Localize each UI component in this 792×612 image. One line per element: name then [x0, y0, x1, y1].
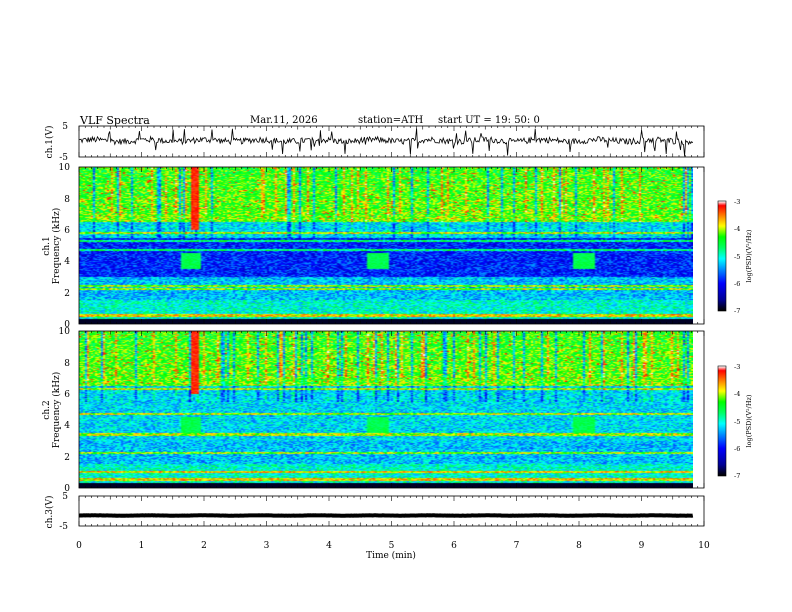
ch1-colorbar-tick: -3: [734, 198, 740, 206]
x-tick-label: 9: [639, 541, 645, 551]
ch2-colorbar-tick: -6: [734, 445, 740, 453]
ch1-frequency-ylabel: Frequency (kHz): [51, 208, 62, 285]
ch1-voltage-ylabel: ch.1(V): [44, 126, 55, 159]
ch2-colorbar-tick: -4: [734, 390, 740, 398]
ch2-colorbar-tick: -3: [734, 363, 740, 371]
ch1-spectrogram-image: [79, 167, 693, 324]
x-tick-label: 6: [451, 541, 457, 551]
ch1-spectrogram-ticks: [78, 167, 705, 324]
figure-title: VLF Spectra: [79, 114, 150, 127]
x-tick-label: 7: [514, 541, 520, 551]
ch2-spectrogram-image: [79, 331, 693, 488]
ch2-freq-tick-0: 0: [64, 484, 70, 494]
ch1-ytick-bottom: -5: [59, 153, 68, 163]
ch1-freq-tick-0: 0: [64, 320, 70, 330]
ch3-voltage-ticks: [78, 496, 705, 526]
ch2-colorbar-tick: -7: [734, 472, 740, 480]
ch2-colorbar: [718, 366, 726, 476]
ch1-ytick-top: 5: [62, 122, 68, 132]
date-label: Mar.11, 2026: [250, 115, 318, 126]
ch3-voltage-panel: 5 -5 ch.3(V): [44, 492, 705, 532]
ch1-voltage-panel: 5 -5 ch.1(V): [44, 122, 705, 163]
ch2-freq-tick-2: 2: [64, 453, 70, 463]
ch1-colorbar-tick: -5: [734, 253, 740, 261]
ch1-spectrogram-ylabel: ch.1: [42, 236, 52, 255]
ch2-colorbar-label: log(PSD)(V²/Hz): [745, 394, 753, 447]
x-tick-label: 1: [139, 541, 145, 551]
ch2-spectrogram-ticks: [78, 331, 705, 488]
ch3-ytick-top: 5: [62, 492, 68, 502]
ch2-spectrogram-panel: 0 2 4 6 8 10 ch.2 Frequency (kHz) -3 -4 …: [42, 327, 753, 494]
x-tick-label: 8: [576, 541, 582, 551]
ch1-colorbar-frame: [717, 200, 727, 312]
ch1-freq-tick-4: 4: [64, 257, 70, 267]
station-label: station=ATH: [358, 115, 424, 126]
x-axis: 0 1 2 3 4 5 6 7 8 9 10 Time (min): [76, 541, 710, 561]
ch2-colorbar-frame: [717, 365, 727, 477]
ch1-colorbar-tick: -6: [734, 280, 740, 288]
x-tick-label: 5: [389, 541, 395, 551]
ch1-freq-tick-8: 8: [64, 195, 70, 205]
ch1-freq-tick-10: 10: [59, 163, 71, 173]
x-tick-label: 2: [201, 541, 207, 551]
ch1-freq-tick-6: 6: [64, 226, 70, 236]
ch1-colorbar: [718, 201, 726, 311]
ch1-freq-tick-2: 2: [64, 289, 70, 299]
x-tick-label: 3: [264, 541, 270, 551]
x-axis-label: Time (min): [366, 550, 416, 561]
x-tick-label: 4: [326, 541, 332, 551]
x-tick-label: 10: [698, 541, 710, 551]
ch2-freq-tick-6: 6: [64, 390, 70, 400]
ch1-spectrogram-panel: 0 2 4 6 8 10 ch.1 Frequency (kHz) -3 -4 …: [42, 163, 753, 330]
ch2-freq-tick-10: 10: [59, 327, 71, 337]
ch2-freq-tick-8: 8: [64, 359, 70, 369]
ch1-colorbar-tick: -4: [734, 225, 740, 233]
ch1-colorbar-label: log(PSD)(V²/Hz): [745, 229, 753, 282]
start-ut-label: start UT = 19: 50: 0: [438, 115, 540, 126]
ch3-voltage-ylabel: ch.3(V): [44, 496, 55, 529]
ch3-ytick-bottom: -5: [59, 522, 68, 532]
ch1-voltage-trace: [79, 128, 694, 157]
x-tick-label: 0: [76, 541, 82, 551]
ch1-colorbar-tick: -7: [734, 307, 740, 315]
ch1-voltage-ticks: [78, 126, 705, 157]
ch2-colorbar-tick: -5: [734, 418, 740, 426]
ch2-freq-tick-4: 4: [64, 421, 70, 431]
ch2-frequency-ylabel: Frequency (kHz): [51, 372, 62, 449]
ch2-spectrogram-ylabel: ch.2: [42, 400, 52, 419]
